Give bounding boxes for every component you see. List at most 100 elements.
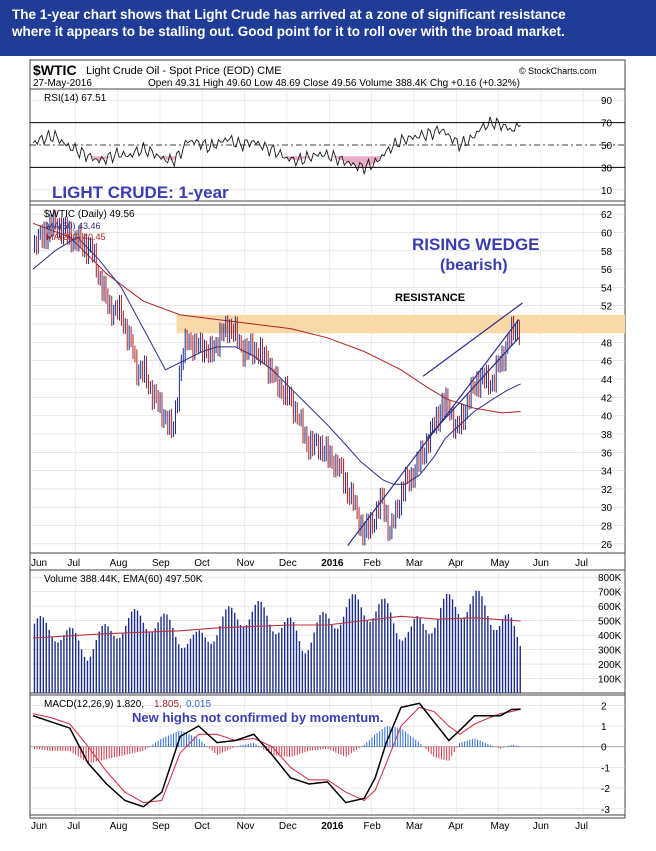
price-annotation-title: LIGHT CRUDE: 1-year [52, 183, 229, 202]
volume-bar [122, 633, 124, 693]
volume-bar [157, 622, 159, 693]
volume-bar [260, 601, 262, 693]
volume-bar [42, 617, 45, 693]
x-mid-tick-7: 2016 [321, 558, 344, 569]
volume-tick-3: 400K [598, 631, 622, 642]
volume-bar [51, 636, 53, 693]
volume-bar [504, 615, 507, 693]
volume-bar [269, 624, 271, 693]
chart-title: Light Crude Oil - Spot Price (EOD) CME [86, 65, 282, 77]
volume-bar [63, 635, 65, 693]
volume-bar [404, 637, 407, 693]
volume-bar [72, 628, 74, 693]
volume-bar [490, 624, 492, 693]
volume-bar [139, 615, 142, 693]
volume-bar [133, 608, 136, 693]
volume-bar [351, 594, 354, 693]
volume-bar [57, 642, 59, 693]
volume-bar [472, 595, 474, 693]
x-mid-tick-11: May [491, 558, 510, 569]
x-bottom-tick-9: Mar [406, 821, 424, 832]
price-legend-ma200: MA(200) 40.45 [46, 232, 106, 242]
volume-bar [89, 656, 92, 693]
price-layer: 26283032343638404244464850525456586062 [30, 206, 625, 552]
price-tick-62: 62 [601, 210, 613, 221]
rsi-oversold-fill-0 [90, 156, 111, 161]
x-mid-tick-10: Apr [448, 558, 464, 569]
volume-bar [413, 618, 415, 693]
volume-bar [513, 625, 516, 693]
x-mid-tick-3: Sep [152, 558, 170, 569]
volume-bar [74, 632, 77, 693]
macd-line [32, 702, 521, 808]
volume-bar [440, 607, 442, 693]
volume-bar [278, 632, 280, 693]
volume-bar [410, 626, 413, 693]
chart-symbol: $WTIC [33, 62, 77, 78]
volume-bar [36, 618, 39, 693]
volume-bar [387, 603, 389, 693]
volume-bar [192, 634, 195, 693]
volume-bar [428, 633, 430, 693]
volume-bar [325, 613, 327, 693]
x-bottom-tick-12: Jun [533, 821, 549, 832]
volume-bar [142, 622, 145, 693]
volume-bar [507, 613, 510, 693]
volume-tick-7: 800K [598, 573, 622, 584]
volume-tick-2: 300K [598, 646, 622, 657]
volume-bar [469, 604, 471, 693]
volume-bar [178, 644, 180, 693]
macd-annotation: New highs not confirmed by momentum. [132, 710, 383, 725]
volume-bar [466, 612, 468, 693]
volume-bar [360, 607, 362, 693]
price-legend-ma50: MA(50) 43.46 [46, 221, 101, 231]
volume-layer: 100K 200K 300K 400K 500K 600K 700K 800K [30, 571, 625, 693]
stock-chart: $WTIC Light Crude Oil - Spot Price (EOD)… [29, 59, 626, 832]
volume-bar [107, 626, 109, 693]
volume-bar [198, 630, 201, 693]
price-tick-52: 52 [601, 302, 613, 313]
volume-bar [172, 627, 174, 693]
volume-legend: Volume 388.44K, EMA(60) 497.50K [44, 574, 203, 585]
volume-panel [29, 569, 626, 694]
wedge-label-line2: (bearish) [440, 257, 508, 274]
volume-bar [204, 637, 206, 693]
volume-bar [251, 611, 254, 693]
volume-tick-5: 600K [598, 602, 622, 613]
volume-bar [136, 610, 139, 693]
volume-bar [322, 611, 324, 693]
volume-bar [125, 625, 127, 693]
volume-bar [166, 614, 168, 693]
volume-bar [484, 605, 486, 693]
volume-bar [460, 617, 463, 693]
volume-bar [228, 606, 230, 693]
commentary-line-1: The 1-year chart shows that Light Crude … [12, 7, 566, 22]
volume-bar [160, 616, 162, 693]
volume-bar [151, 632, 153, 693]
volume-bar [375, 611, 377, 693]
volume-bar [169, 619, 171, 693]
volume-bar [83, 656, 86, 693]
volume-tick-1: 200K [598, 660, 622, 671]
volume-bar [95, 640, 97, 693]
price-tick-36: 36 [601, 448, 613, 459]
volume-bar [342, 616, 345, 693]
volume-ema-line [32, 615, 521, 639]
volume-bar [425, 629, 427, 693]
volume-bar [219, 626, 221, 693]
volume-bar [263, 607, 265, 693]
volume-bar [398, 639, 401, 693]
volume-bar [457, 613, 460, 693]
volume-bar [451, 599, 454, 693]
volume-bar [195, 631, 198, 693]
x-bottom-tick-13: Jul [575, 821, 588, 832]
rsi-tick-90: 90 [601, 96, 613, 107]
macd-tick-2: 2 [601, 701, 607, 712]
volume-bar [348, 598, 351, 693]
volume-bar [431, 633, 433, 693]
volume-bar [180, 648, 183, 693]
volume-bar [501, 620, 504, 693]
volume-bar [448, 594, 451, 693]
volume-bar [331, 624, 333, 693]
volume-bar [454, 606, 457, 693]
